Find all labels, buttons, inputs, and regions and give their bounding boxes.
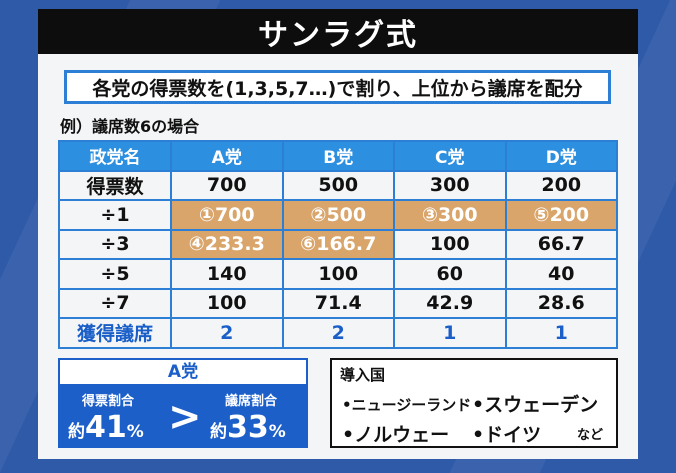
seat-share-unit: % xyxy=(268,422,286,442)
vote-share-unit: % xyxy=(126,422,144,442)
subtitle-text: 各党の得票数を(1,3,5,7…)で割り、上位から議席を配分 xyxy=(92,77,583,100)
table-cell: 300 xyxy=(393,169,507,201)
vote-share-number: 41 xyxy=(85,410,127,445)
vote-share-prefix: 約 xyxy=(68,422,85,442)
row-label: ÷3 xyxy=(58,228,172,260)
row-label: ÷1 xyxy=(58,199,172,231)
highlighted-cell: ④233.3 xyxy=(170,228,284,260)
party-header: B党 xyxy=(281,140,395,172)
highlighted-cell: ⑤200 xyxy=(504,199,618,231)
sainte-lague-table: 政党名 A党 B党 C党 D党 得票数 700 500 300 200 ÷1 ①… xyxy=(58,140,618,349)
seats-label: 獲得議席 xyxy=(58,317,172,349)
ratio-comparison-box: A党 得票割合 約41% > 議席割合 約33% xyxy=(58,358,308,448)
seat-count: 2 xyxy=(170,317,284,349)
corner-header: 政党名 xyxy=(58,140,172,172)
seat-count: 2 xyxy=(281,317,395,349)
seat-count: 1 xyxy=(393,317,507,349)
ratio-title: A党 xyxy=(60,360,306,384)
table-cell: 500 xyxy=(281,169,395,201)
highlighted-cell: ③300 xyxy=(393,199,507,231)
seat-share-number: 33 xyxy=(227,410,269,445)
page-title: サンラグ式 xyxy=(38,9,638,54)
table-row: 得票数 700 500 300 200 xyxy=(58,169,618,201)
vote-share-value: 約41% xyxy=(68,410,144,445)
adopting-countries-box: 導入国 •ニュージーランド •スウェーデン •ノルウェー •ドイツ など xyxy=(330,358,618,448)
highlighted-cell: ②500 xyxy=(281,199,395,231)
seat-share-prefix: 約 xyxy=(210,422,227,442)
party-header: A党 xyxy=(170,140,284,172)
party-header: D党 xyxy=(504,140,618,172)
adopting-countries-title: 導入国 xyxy=(340,366,386,384)
table-cell: 700 xyxy=(170,169,284,201)
country-item: •ドイツ xyxy=(472,424,542,446)
table-cell: 100 xyxy=(393,228,507,260)
greater-than-symbol: > xyxy=(168,394,202,440)
table-cell: 42.9 xyxy=(393,287,507,319)
country-item: •ノルウェー xyxy=(342,424,450,446)
subtitle-box: 各党の得票数を(1,3,5,7…)で割り、上位から議席を配分 xyxy=(64,70,611,104)
table-cell: 66.7 xyxy=(504,228,618,260)
table-row: ÷7 100 71.4 42.9 28.6 xyxy=(58,287,618,319)
country-item: •スウェーデン xyxy=(472,394,599,416)
table-cell: 28.6 xyxy=(504,287,618,319)
seat-share-label: 議席割合 xyxy=(225,394,278,409)
seat-share-value: 約33% xyxy=(210,410,286,445)
table-row: ÷1 ①700 ②500 ③300 ⑤200 xyxy=(58,199,618,231)
table-cell: 60 xyxy=(393,258,507,290)
row-label: ÷7 xyxy=(58,287,172,319)
table-cell: 100 xyxy=(170,287,284,319)
table-row: ÷5 140 100 60 40 xyxy=(58,258,618,290)
highlighted-cell: ⑥166.7 xyxy=(281,228,395,260)
highlighted-cell: ①700 xyxy=(170,199,284,231)
table-header-row: 政党名 A党 B党 C党 D党 xyxy=(58,140,618,172)
row-label: 得票数 xyxy=(58,169,172,201)
party-header: C党 xyxy=(393,140,507,172)
vote-share-label: 得票割合 xyxy=(82,394,135,409)
seat-count: 1 xyxy=(504,317,618,349)
table-cell: 71.4 xyxy=(281,287,395,319)
table-cell: 40 xyxy=(504,258,618,290)
row-label: ÷5 xyxy=(58,258,172,290)
etc-label: など xyxy=(577,428,604,443)
seats-row: 獲得議席 2 2 1 1 xyxy=(58,317,618,349)
country-item: •ニュージーランド xyxy=(342,396,472,414)
table-cell: 100 xyxy=(281,258,395,290)
table-cell: 140 xyxy=(170,258,284,290)
table-cell: 200 xyxy=(504,169,618,201)
example-label: 例）議席数6の場合 xyxy=(60,117,200,136)
table-row: ÷3 ④233.3 ⑥166.7 100 66.7 xyxy=(58,228,618,260)
